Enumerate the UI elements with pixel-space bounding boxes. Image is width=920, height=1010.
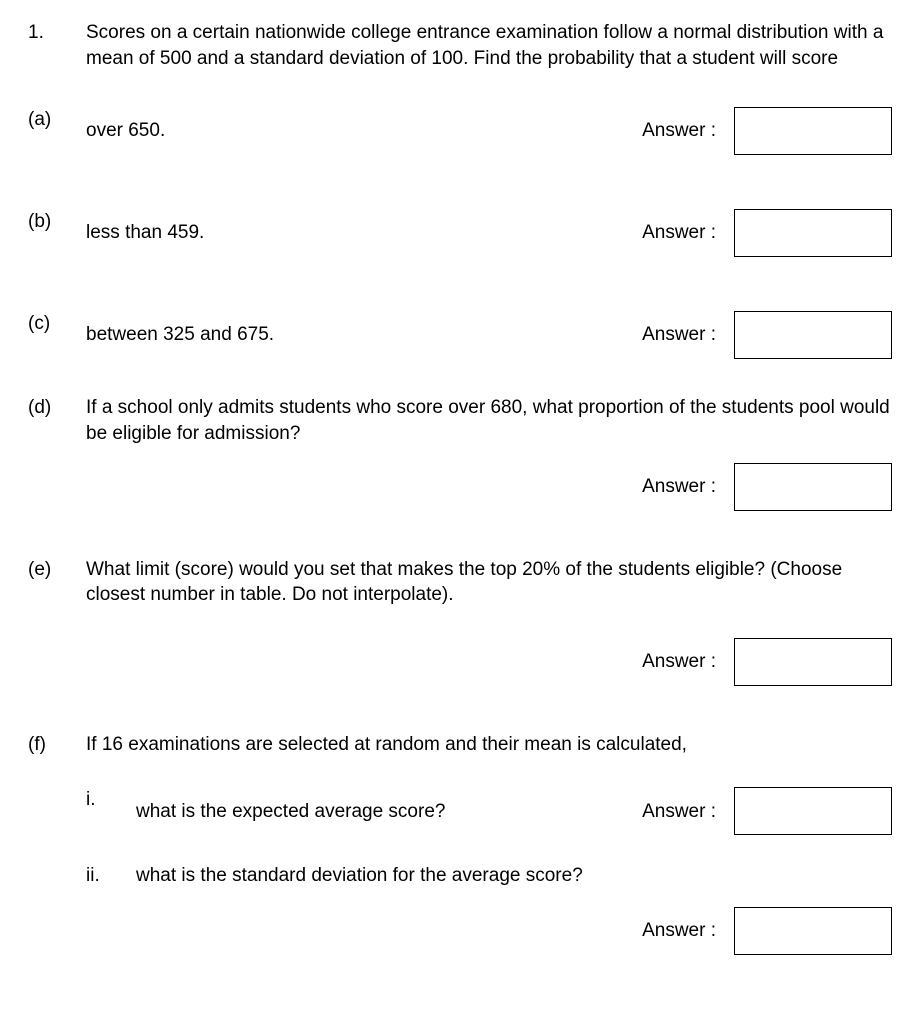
answer-box-e[interactable] <box>734 638 892 686</box>
part-d-answer-row: Answer : <box>28 463 892 511</box>
part-f-i-content: what is the expected average score? Answ… <box>136 787 892 835</box>
part-e-answer-group: Answer : <box>642 638 892 686</box>
part-f-ii-text: what is the standard deviation for the a… <box>136 863 583 889</box>
part-c-answer-group: Answer : <box>642 311 892 359</box>
part-e-row: (e) What limit (score) would you set tha… <box>28 557 892 608</box>
part-f-text: If 16 examinations are selected at rando… <box>86 732 892 758</box>
question-text: Scores on a certain nationwide college e… <box>86 20 892 71</box>
part-b-label: (b) <box>28 209 86 235</box>
part-c-content: between 325 and 675. Answer : <box>86 311 892 359</box>
part-f-ii-label: ii. <box>86 863 136 889</box>
part-e-label: (e) <box>28 557 86 583</box>
part-f-ii-answer-row: Answer : <box>86 907 892 955</box>
part-b-answer-group: Answer : <box>642 209 892 257</box>
part-d-row: (d) If a school only admits students who… <box>28 395 892 446</box>
part-c-text: between 325 and 675. <box>86 322 274 348</box>
part-f-i-text: what is the expected average score? <box>136 799 445 825</box>
question-number: 1. <box>28 20 86 46</box>
part-f-ii-row: ii. what is the standard deviation for t… <box>86 863 892 889</box>
answer-label-f-i: Answer : <box>642 799 716 825</box>
answer-box-a[interactable] <box>734 107 892 155</box>
part-c-label: (c) <box>28 311 86 337</box>
part-f-i-row: i. what is the expected average score? A… <box>86 787 892 835</box>
part-a-label: (a) <box>28 107 86 133</box>
part-c-row: (c) between 325 and 675. Answer : <box>28 311 892 359</box>
part-b-row: (b) less than 459. Answer : <box>28 209 892 257</box>
part-f-label: (f) <box>28 732 86 758</box>
answer-box-b[interactable] <box>734 209 892 257</box>
part-e-text: What limit (score) would you set that ma… <box>86 557 892 608</box>
answer-label-c: Answer : <box>642 322 716 348</box>
part-a-content: over 650. Answer : <box>86 107 892 155</box>
part-e-answer-row: Answer : <box>28 638 892 686</box>
answer-label-a: Answer : <box>642 118 716 144</box>
part-d-answer-group: Answer : <box>642 463 892 511</box>
part-a-row: (a) over 650. Answer : <box>28 107 892 155</box>
part-f-i-answer-group: Answer : <box>642 787 892 835</box>
part-a-answer-group: Answer : <box>642 107 892 155</box>
answer-label-b: Answer : <box>642 220 716 246</box>
main-question-row: 1. Scores on a certain nationwide colleg… <box>28 20 892 71</box>
answer-box-f-i[interactable] <box>734 787 892 835</box>
part-b-content: less than 459. Answer : <box>86 209 892 257</box>
part-b-text: less than 459. <box>86 220 204 246</box>
part-f-ii-content: what is the standard deviation for the a… <box>136 863 892 889</box>
answer-box-f-ii[interactable] <box>734 907 892 955</box>
part-f-row: (f) If 16 examinations are selected at r… <box>28 732 892 758</box>
answer-label-d: Answer : <box>642 474 716 500</box>
answer-box-c[interactable] <box>734 311 892 359</box>
part-d-label: (d) <box>28 395 86 421</box>
answer-label-f-ii: Answer : <box>642 918 716 944</box>
part-a-text: over 650. <box>86 118 165 144</box>
answer-label-e: Answer : <box>642 649 716 675</box>
part-d-text: If a school only admits students who sco… <box>86 395 892 446</box>
part-f-ii-answer-group: Answer : <box>642 907 892 955</box>
answer-box-d[interactable] <box>734 463 892 511</box>
part-f-i-label: i. <box>86 787 136 813</box>
